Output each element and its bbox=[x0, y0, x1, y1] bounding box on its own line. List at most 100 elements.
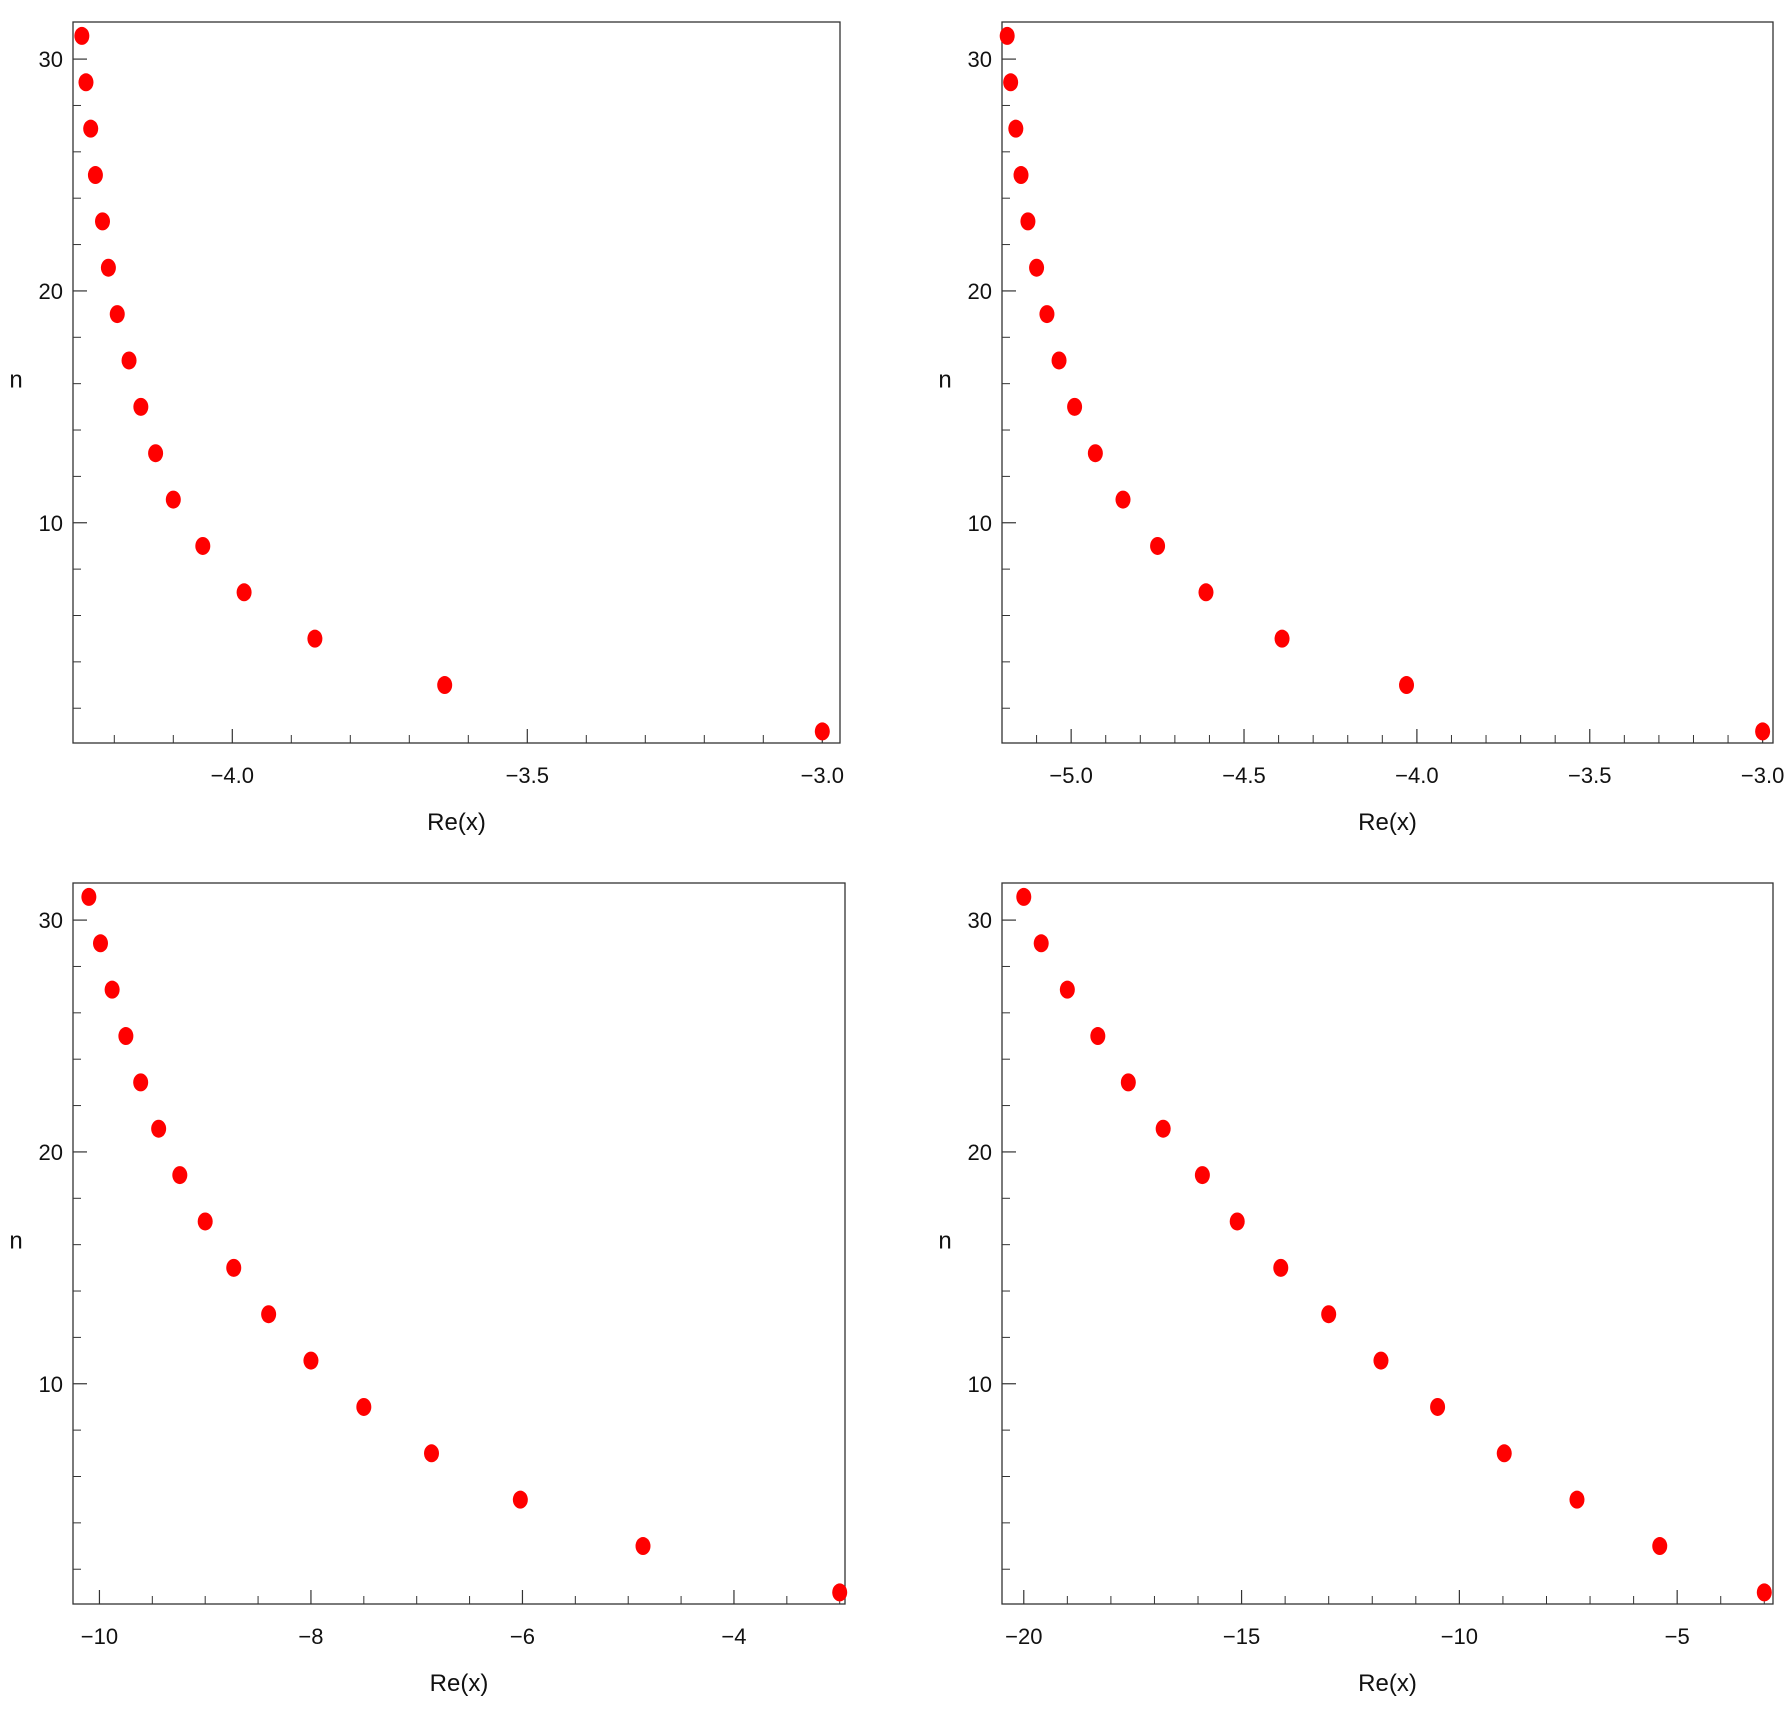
data-point bbox=[226, 1258, 242, 1277]
x-axis-label: Re(x) bbox=[427, 809, 486, 836]
data-point bbox=[92, 934, 108, 953]
data-point bbox=[1120, 1073, 1136, 1092]
data-point bbox=[303, 1351, 319, 1370]
data-point bbox=[1029, 258, 1045, 277]
data-point bbox=[121, 351, 137, 370]
data-point bbox=[165, 490, 181, 509]
data-point bbox=[151, 1119, 167, 1138]
y-tick-label: 10 bbox=[968, 1372, 992, 1397]
data-point bbox=[1569, 1490, 1585, 1509]
data-point bbox=[95, 212, 110, 231]
y-tick-label: 30 bbox=[968, 908, 992, 933]
x-axis-label: Re(x) bbox=[1358, 1670, 1417, 1697]
data-point bbox=[133, 397, 149, 416]
data-point bbox=[100, 258, 116, 277]
x-tick-label: −3.5 bbox=[1568, 763, 1611, 788]
data-point bbox=[1194, 1166, 1210, 1185]
data-point bbox=[814, 722, 830, 741]
x-tick-label: −4.0 bbox=[1395, 763, 1438, 788]
data-point bbox=[635, 1537, 651, 1556]
x-axis-label: Re(x) bbox=[1358, 809, 1417, 836]
data-point bbox=[78, 73, 94, 92]
data-point bbox=[148, 444, 164, 463]
data-point bbox=[307, 629, 323, 648]
data-point bbox=[1090, 1027, 1106, 1046]
x-tick-label: −10 bbox=[81, 1624, 118, 1649]
data-point bbox=[133, 1073, 149, 1092]
x-tick-label: −3.5 bbox=[506, 763, 549, 788]
y-axis-label: n bbox=[9, 367, 22, 394]
x-tick-label: −5 bbox=[1665, 1624, 1690, 1649]
plot-frame bbox=[1001, 882, 1774, 1605]
data-point bbox=[356, 1397, 372, 1416]
x-tick-label: −4 bbox=[721, 1624, 746, 1649]
data-point bbox=[1652, 1537, 1668, 1556]
data-point bbox=[1051, 351, 1067, 370]
y-axis-label: n bbox=[9, 1228, 22, 1255]
data-point bbox=[118, 1027, 134, 1046]
y-tick-label: 20 bbox=[39, 1140, 63, 1165]
data-point bbox=[437, 676, 453, 695]
data-point bbox=[1059, 980, 1075, 999]
data-point bbox=[1115, 490, 1131, 509]
y-tick-label: 30 bbox=[968, 47, 992, 72]
data-point bbox=[999, 26, 1015, 45]
x-tick-label: −4.5 bbox=[1222, 763, 1265, 788]
data-point bbox=[1430, 1397, 1446, 1416]
x-tick-label: −3.0 bbox=[1741, 763, 1784, 788]
x-tick-label: −3.0 bbox=[801, 763, 844, 788]
y-tick-label: 20 bbox=[39, 279, 63, 304]
data-point bbox=[424, 1444, 440, 1463]
data-point bbox=[1755, 722, 1771, 741]
data-point bbox=[195, 536, 211, 555]
data-point bbox=[1039, 305, 1055, 324]
x-axis-label: Re(x) bbox=[430, 1670, 489, 1697]
y-tick-label: 20 bbox=[968, 279, 992, 304]
data-point bbox=[1274, 629, 1290, 648]
data-point bbox=[236, 583, 252, 602]
data-point bbox=[1321, 1305, 1337, 1324]
scatter-panel-1: −4.0 −3.5 −3.0 10 20 30 Re(x) n bbox=[9, 21, 844, 836]
data-point bbox=[1229, 1212, 1245, 1231]
x-tick-label: −15 bbox=[1223, 1624, 1260, 1649]
data-point bbox=[832, 1583, 848, 1602]
y-axis-label: n bbox=[938, 1228, 951, 1255]
data-point bbox=[1399, 676, 1415, 695]
x-tick-label: −6 bbox=[510, 1624, 535, 1649]
data-point bbox=[1273, 1258, 1289, 1277]
data-point bbox=[261, 1305, 277, 1324]
data-point bbox=[1087, 444, 1103, 463]
plot-frame bbox=[72, 882, 846, 1605]
data-point bbox=[1067, 397, 1083, 416]
plot-frame bbox=[1001, 21, 1774, 744]
y-tick-label: 30 bbox=[39, 47, 63, 72]
scatter-panel-3: −10 −8 −6 −4 10 20 30 Re(x) n bbox=[9, 882, 848, 1697]
y-tick-label: 20 bbox=[968, 1140, 992, 1165]
y-tick-label: 10 bbox=[39, 511, 63, 536]
data-point bbox=[74, 26, 90, 45]
data-point bbox=[109, 305, 125, 324]
data-point bbox=[1756, 1583, 1772, 1602]
data-point bbox=[1198, 583, 1214, 602]
y-tick-label: 10 bbox=[968, 511, 992, 536]
plot-frame bbox=[72, 21, 841, 744]
x-tick-label: −4.0 bbox=[211, 763, 254, 788]
data-point bbox=[81, 887, 97, 906]
data-point bbox=[1003, 73, 1019, 92]
data-point bbox=[1016, 887, 1032, 906]
scatter-panel-4: −20 −15 −10 −5 10 20 30 Re(x) n bbox=[938, 882, 1774, 1697]
data-point bbox=[1020, 212, 1036, 231]
data-point bbox=[1373, 1351, 1389, 1370]
data-point bbox=[1033, 934, 1049, 953]
data-point bbox=[83, 119, 99, 138]
data-point bbox=[1150, 536, 1166, 555]
data-point bbox=[104, 980, 120, 999]
data-point bbox=[197, 1212, 213, 1231]
y-tick-label: 10 bbox=[39, 1372, 63, 1397]
data-point bbox=[1155, 1119, 1171, 1138]
data-point bbox=[172, 1166, 188, 1185]
scatter-panel-2: −5.0 −4.5 −4.0 −3.5 −3.0 10 20 30 Re(x) n bbox=[938, 21, 1784, 836]
y-axis-label: n bbox=[938, 367, 951, 394]
data-point bbox=[512, 1490, 528, 1509]
